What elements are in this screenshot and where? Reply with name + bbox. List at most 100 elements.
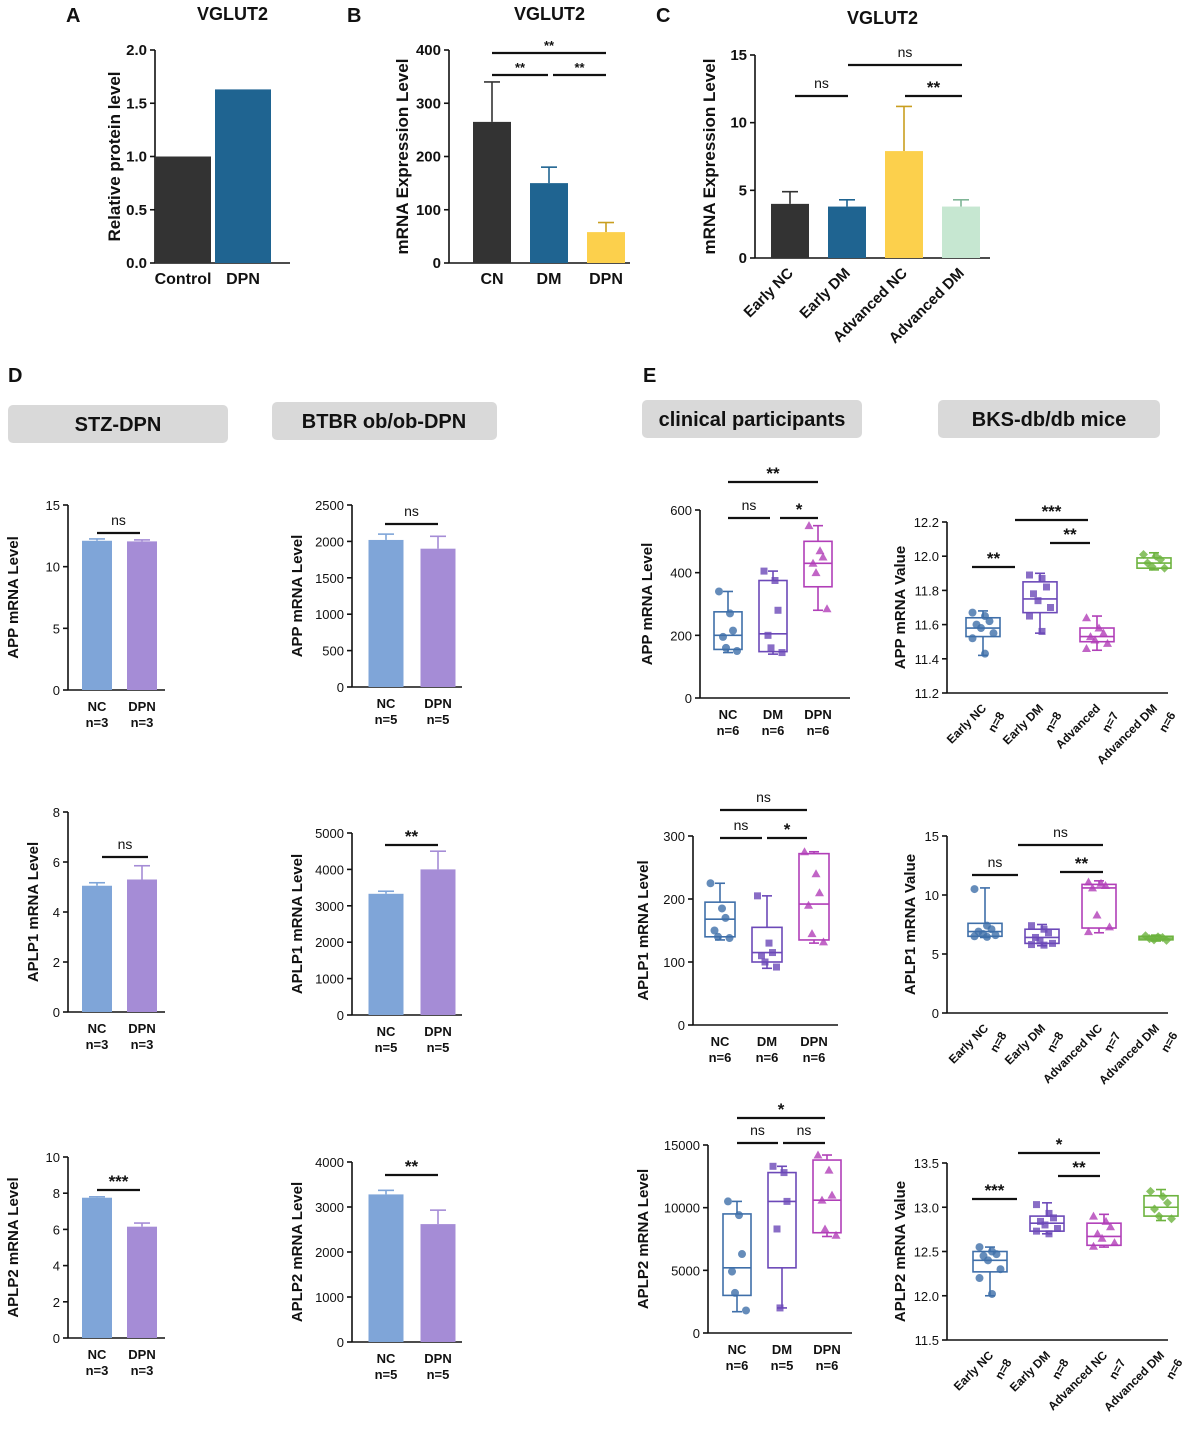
data-point (773, 963, 780, 971)
data-point (1028, 941, 1035, 949)
y-tick-label: 12.5 (914, 1245, 939, 1260)
category-label: Early DM (1002, 1021, 1048, 1067)
y-tick-label: 13.5 (914, 1156, 939, 1171)
data-point (1045, 1230, 1053, 1238)
bar-early-dm (828, 206, 866, 258)
data-point (1049, 939, 1056, 947)
chart-title: VGLUT2 (197, 4, 268, 24)
y-axis-label: APP mRNA Level (289, 535, 306, 658)
category-n-label: n=5 (427, 1040, 450, 1055)
bar-nc (82, 1197, 112, 1338)
data-point (975, 1274, 984, 1283)
bar-dm (530, 183, 568, 263)
data-point (804, 900, 813, 909)
category-label: NC (377, 696, 396, 711)
bar-advanced-dm (942, 206, 980, 258)
data-point (1160, 563, 1169, 573)
data-point (1084, 877, 1093, 886)
data-point (1045, 1209, 1053, 1217)
significance-label: ** (1072, 1158, 1086, 1177)
significance-label: ns (734, 817, 749, 833)
data-point (811, 568, 821, 577)
data-point (718, 904, 726, 913)
data-point (719, 632, 727, 641)
box-body (1081, 883, 1117, 929)
y-tick-label: 11.5 (915, 1333, 939, 1348)
y-tick-label: 4000 (315, 1155, 344, 1170)
data-point (1043, 583, 1050, 591)
data-point (776, 1304, 784, 1312)
significance-label: ns (814, 75, 829, 91)
y-tick-label: 2500 (315, 498, 344, 513)
bar-cn (473, 121, 511, 263)
data-point (1154, 1211, 1164, 1221)
group-label-clinical: clinical participants (659, 409, 846, 431)
data-point (733, 647, 741, 655)
significance-label: ns (404, 503, 419, 519)
data-point (1090, 635, 1100, 644)
bar-nc (368, 893, 404, 1015)
significance-label: ** (515, 60, 526, 75)
category-label: DPN (128, 699, 155, 714)
data-point (1162, 935, 1171, 945)
data-point (764, 631, 772, 639)
data-point (771, 577, 779, 584)
data-point (1106, 1222, 1115, 1231)
y-tick-label: 11.2 (915, 686, 939, 701)
bar-dpn (420, 548, 456, 687)
panel-letter-a: A (66, 5, 80, 27)
y-tick-label: 15 (925, 829, 939, 844)
data-point (968, 608, 977, 617)
data-point (1050, 1214, 1057, 1222)
y-tick-label: 0.5 (126, 202, 147, 219)
data-point (820, 1224, 830, 1233)
y-tick-label: 4 (53, 1259, 60, 1274)
data-point (1110, 1238, 1119, 1247)
data-point (760, 567, 768, 575)
significance-label: ns (898, 44, 913, 60)
category-label: NC (88, 1347, 107, 1362)
bar-dpn (215, 89, 271, 263)
bar-nc (82, 885, 112, 1012)
y-tick-label: 13.0 (914, 1200, 939, 1215)
data-point (765, 939, 773, 947)
y-tick-label: 0 (433, 255, 441, 272)
data-point (1158, 1192, 1168, 1202)
y-axis-label: Relative protein level (105, 71, 124, 241)
data-point (735, 1211, 743, 1220)
box-body (758, 579, 788, 653)
bar-dpn (127, 1226, 157, 1338)
data-point (1082, 613, 1091, 622)
y-tick-label: 11.8 (915, 583, 939, 598)
y-tick-label: 2 (53, 955, 60, 970)
data-point (1105, 922, 1114, 931)
data-point (1054, 1224, 1061, 1232)
y-tick-label: 0 (337, 680, 344, 695)
data-point (975, 1243, 984, 1252)
y-tick-label: 12.2 (914, 515, 939, 530)
y-tick-label: 300 (663, 829, 685, 844)
box-body (713, 611, 743, 651)
chart-title: VGLUT2 (847, 8, 918, 28)
significance-label: ns (1053, 824, 1068, 840)
category-label: DM (757, 1034, 777, 1049)
data-point (742, 1306, 750, 1315)
data-point (807, 929, 817, 938)
data-point (984, 1256, 992, 1265)
data-point (827, 1190, 837, 1199)
y-axis-label: APLP2 mRNA Level (289, 1182, 306, 1322)
y-tick-label: 8 (53, 1186, 60, 1201)
y-tick-label: 12.0 (914, 549, 939, 564)
category-n-label: n=8 (1049, 1356, 1072, 1381)
y-tick-label: 0 (337, 1008, 344, 1023)
y-tick-label: 2 (53, 1295, 60, 1310)
category-n-label: n=5 (771, 1358, 794, 1373)
data-point (824, 1165, 834, 1174)
data-point (817, 1195, 827, 1204)
significance-label: *** (109, 1172, 129, 1191)
category-n-label: n=6 (1158, 1029, 1181, 1054)
data-point (831, 1230, 841, 1239)
category-label: Advanced DM (1094, 701, 1160, 767)
